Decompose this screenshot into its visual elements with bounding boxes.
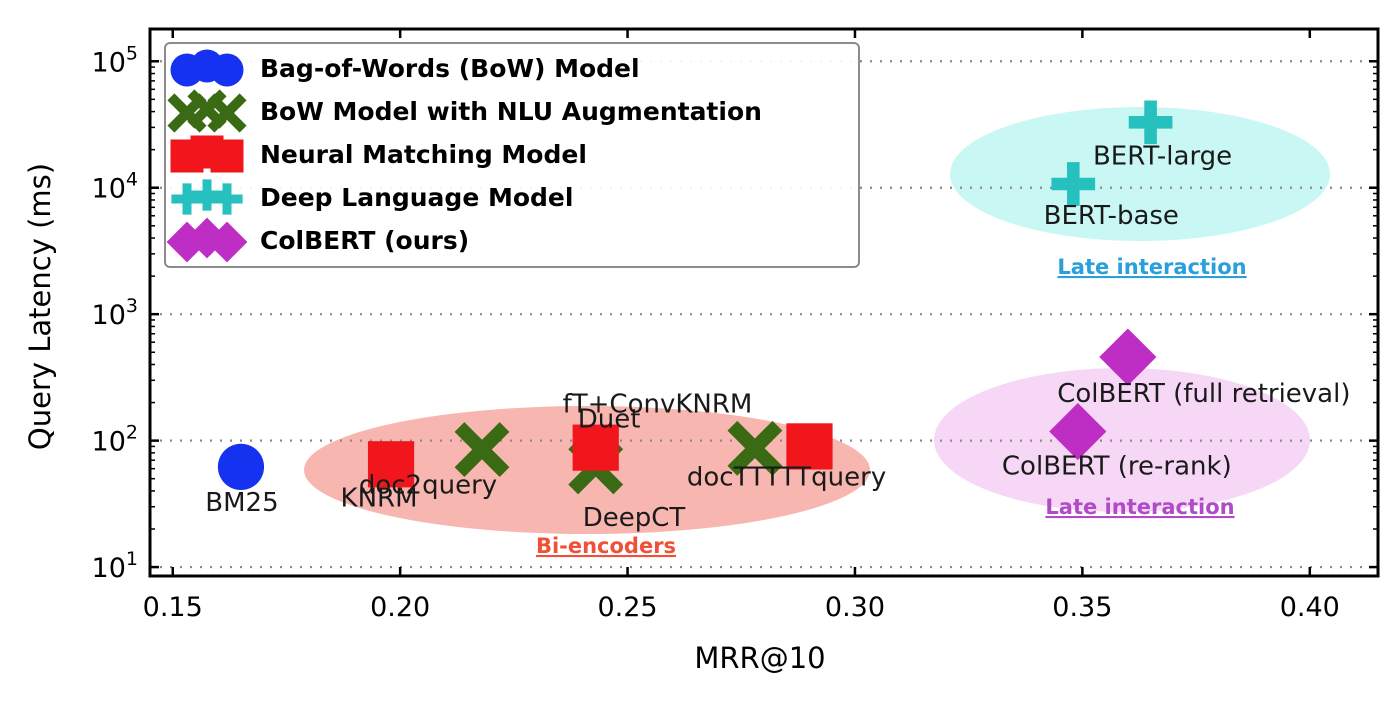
point-bert-large (1128, 100, 1173, 145)
x-tick-label: 0.35 (1052, 592, 1112, 623)
point-label-doctttttquery: docTTTTTquery (687, 462, 886, 492)
plot-frame (148, 27, 1380, 578)
point-doc2query (454, 422, 510, 477)
point-bm25 (217, 443, 265, 490)
region-label-bi-encoders: Bi-encoders (536, 534, 676, 558)
legend-entry-neural-matching-model: Neural Matching Model (170, 135, 587, 173)
y-tick-label: 104 (92, 169, 138, 205)
x-axis-title: MRR@10 (694, 641, 825, 675)
x-tick-label: 0.30 (825, 592, 885, 623)
regions-layer (304, 107, 1330, 534)
legend-marker-bow-model-with-nlu-augmentation (207, 93, 247, 133)
x-tick-label: 0.15 (143, 592, 203, 623)
legend-label-neural-matching-model: Neural Matching Model (260, 140, 587, 169)
point-duet (572, 424, 619, 471)
legend-marker-bag-of-words-bow-model (210, 53, 244, 87)
y-axis-title: Query Latency (ms) (23, 163, 57, 450)
point-label-bert-base: BERT-base (1044, 201, 1179, 231)
legend-entry-bag-of-words-bow-model: Bag-of-Words (BoW) Model (170, 49, 640, 87)
point-label-bert-large: BERT-large (1093, 141, 1232, 171)
legend-label-colbert-ours: ColBERT (ours) (260, 226, 469, 255)
region-label-late-interaction: Late interaction (1057, 255, 1246, 279)
point-doctttttquery (727, 420, 783, 476)
point-colbert-re-rank (1049, 402, 1107, 461)
legend-label-bow-model-with-nlu-augmentation: BoW Model with NLU Augmentation (260, 97, 762, 126)
legend-label-bag-of-words-bow-model: Bag-of-Words (BoW) Model (260, 54, 640, 83)
point-colbert-full-retrieval (1099, 328, 1157, 386)
point-label-knrm: KNRM (341, 483, 418, 513)
point-label-colbert-full-retrieval: ColBERT (full retrieval) (1057, 379, 1350, 409)
legend: Bag-of-Words (BoW) Model BoW Model with N… (164, 42, 860, 268)
point-ft-convknrm (786, 423, 833, 470)
legend-entry-deep-language-model: Deep Language Model (171, 179, 573, 215)
legend-marker-colbert-ours (206, 221, 248, 263)
points-layer (217, 100, 1173, 495)
point-label-ft-convknrm: fT+ConvKNRM (563, 389, 753, 419)
region-late-interaction-area (950, 107, 1330, 241)
legend-box (164, 42, 860, 268)
point-label-bm25: BM25 (205, 488, 278, 518)
legend-label-deep-language-model: Deep Language Model (260, 183, 573, 212)
legend-entry-colbert-ours: ColBERT (ours) (166, 217, 469, 263)
axis-ticks: 101 102 103 104 105 0.15 0.20 0.25 0.30 0.35 0.40 (92, 29, 1378, 623)
point-label-deepct: DeepCT (583, 503, 686, 533)
point-knrm (367, 441, 415, 488)
x-tick-label: 0.20 (370, 592, 430, 623)
legend-entry-bow-model-with-nlu-augmentation: BoW Model with NLU Augmentation (167, 89, 762, 133)
point-bert-base (1051, 162, 1096, 206)
point-label-colbert-re-rank: ColBERT (re-rank) (1002, 452, 1232, 482)
point-label-doc2query: doc2query (359, 471, 497, 501)
point-label-duet: Duet (578, 405, 641, 435)
x-tick-label: 0.25 (597, 592, 657, 623)
y-tick-label: 101 (92, 548, 138, 584)
y-tick-label: 102 (92, 422, 138, 458)
legend-marker-neural-matching-model (210, 139, 244, 173)
x-tick-label: 0.40 (1280, 592, 1340, 623)
region-label-late-interaction: Late interaction (1045, 495, 1234, 519)
point-labels-layer: Bi-encoders Late interaction Late interact… (205, 141, 1350, 558)
y-tick-label: 105 (92, 42, 138, 78)
y-tick-label: 103 (92, 295, 138, 331)
legend-marker-deep-language-model (211, 183, 243, 215)
